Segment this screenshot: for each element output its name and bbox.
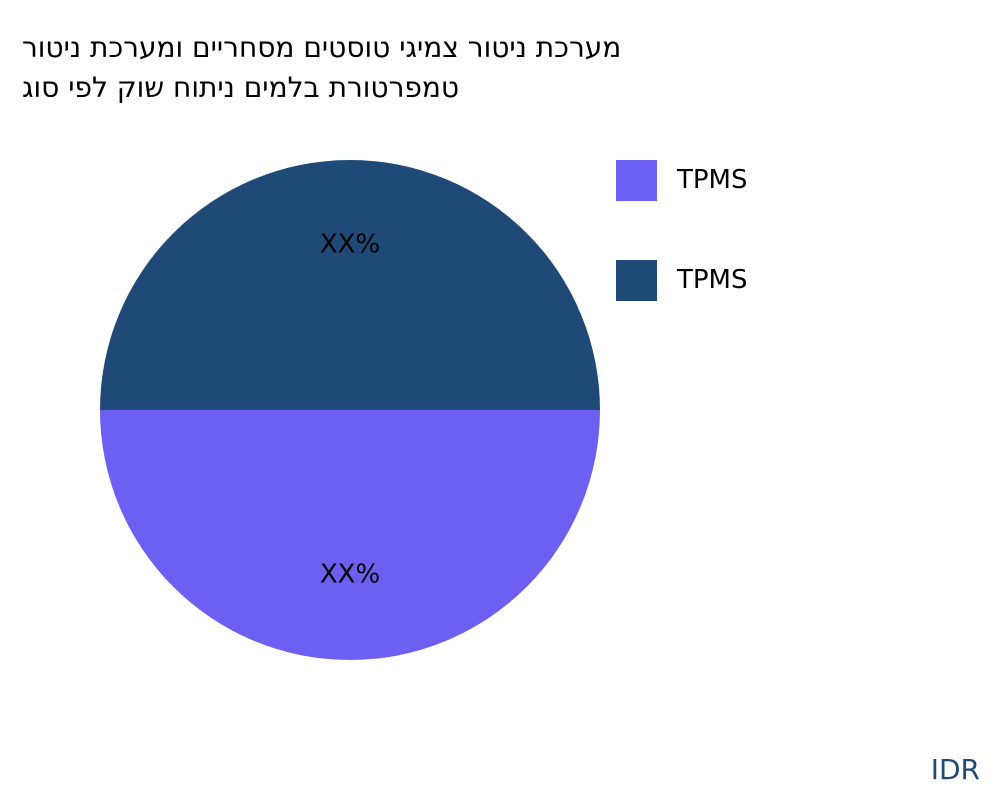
pie-slices bbox=[100, 160, 600, 660]
legend-label: TPMS bbox=[677, 165, 748, 195]
chart-title-line-1: מערכת ניטור צמיגי טוסטים מסחריים ומערכת … bbox=[22, 31, 622, 64]
legend-label: TPMS bbox=[677, 265, 748, 295]
legend-swatch bbox=[616, 260, 657, 301]
pie-slice-1 bbox=[100, 410, 600, 660]
brand-logo-text: IDR bbox=[930, 753, 980, 786]
pie-data-label-1: XX% bbox=[320, 230, 380, 260]
chart-title: מערכת ניטור צמיגי טוסטים מסחריים ומערכת … bbox=[22, 28, 842, 108]
legend-swatch bbox=[616, 160, 657, 201]
pie-data-labels: XX% XX% bbox=[320, 230, 380, 590]
chart-title-line-2: טמפרטורת בלמים ניתוח שוק לפי סוג bbox=[22, 71, 460, 104]
pie-data-label-2: XX% bbox=[320, 560, 380, 590]
pie-slice-2 bbox=[100, 160, 600, 410]
